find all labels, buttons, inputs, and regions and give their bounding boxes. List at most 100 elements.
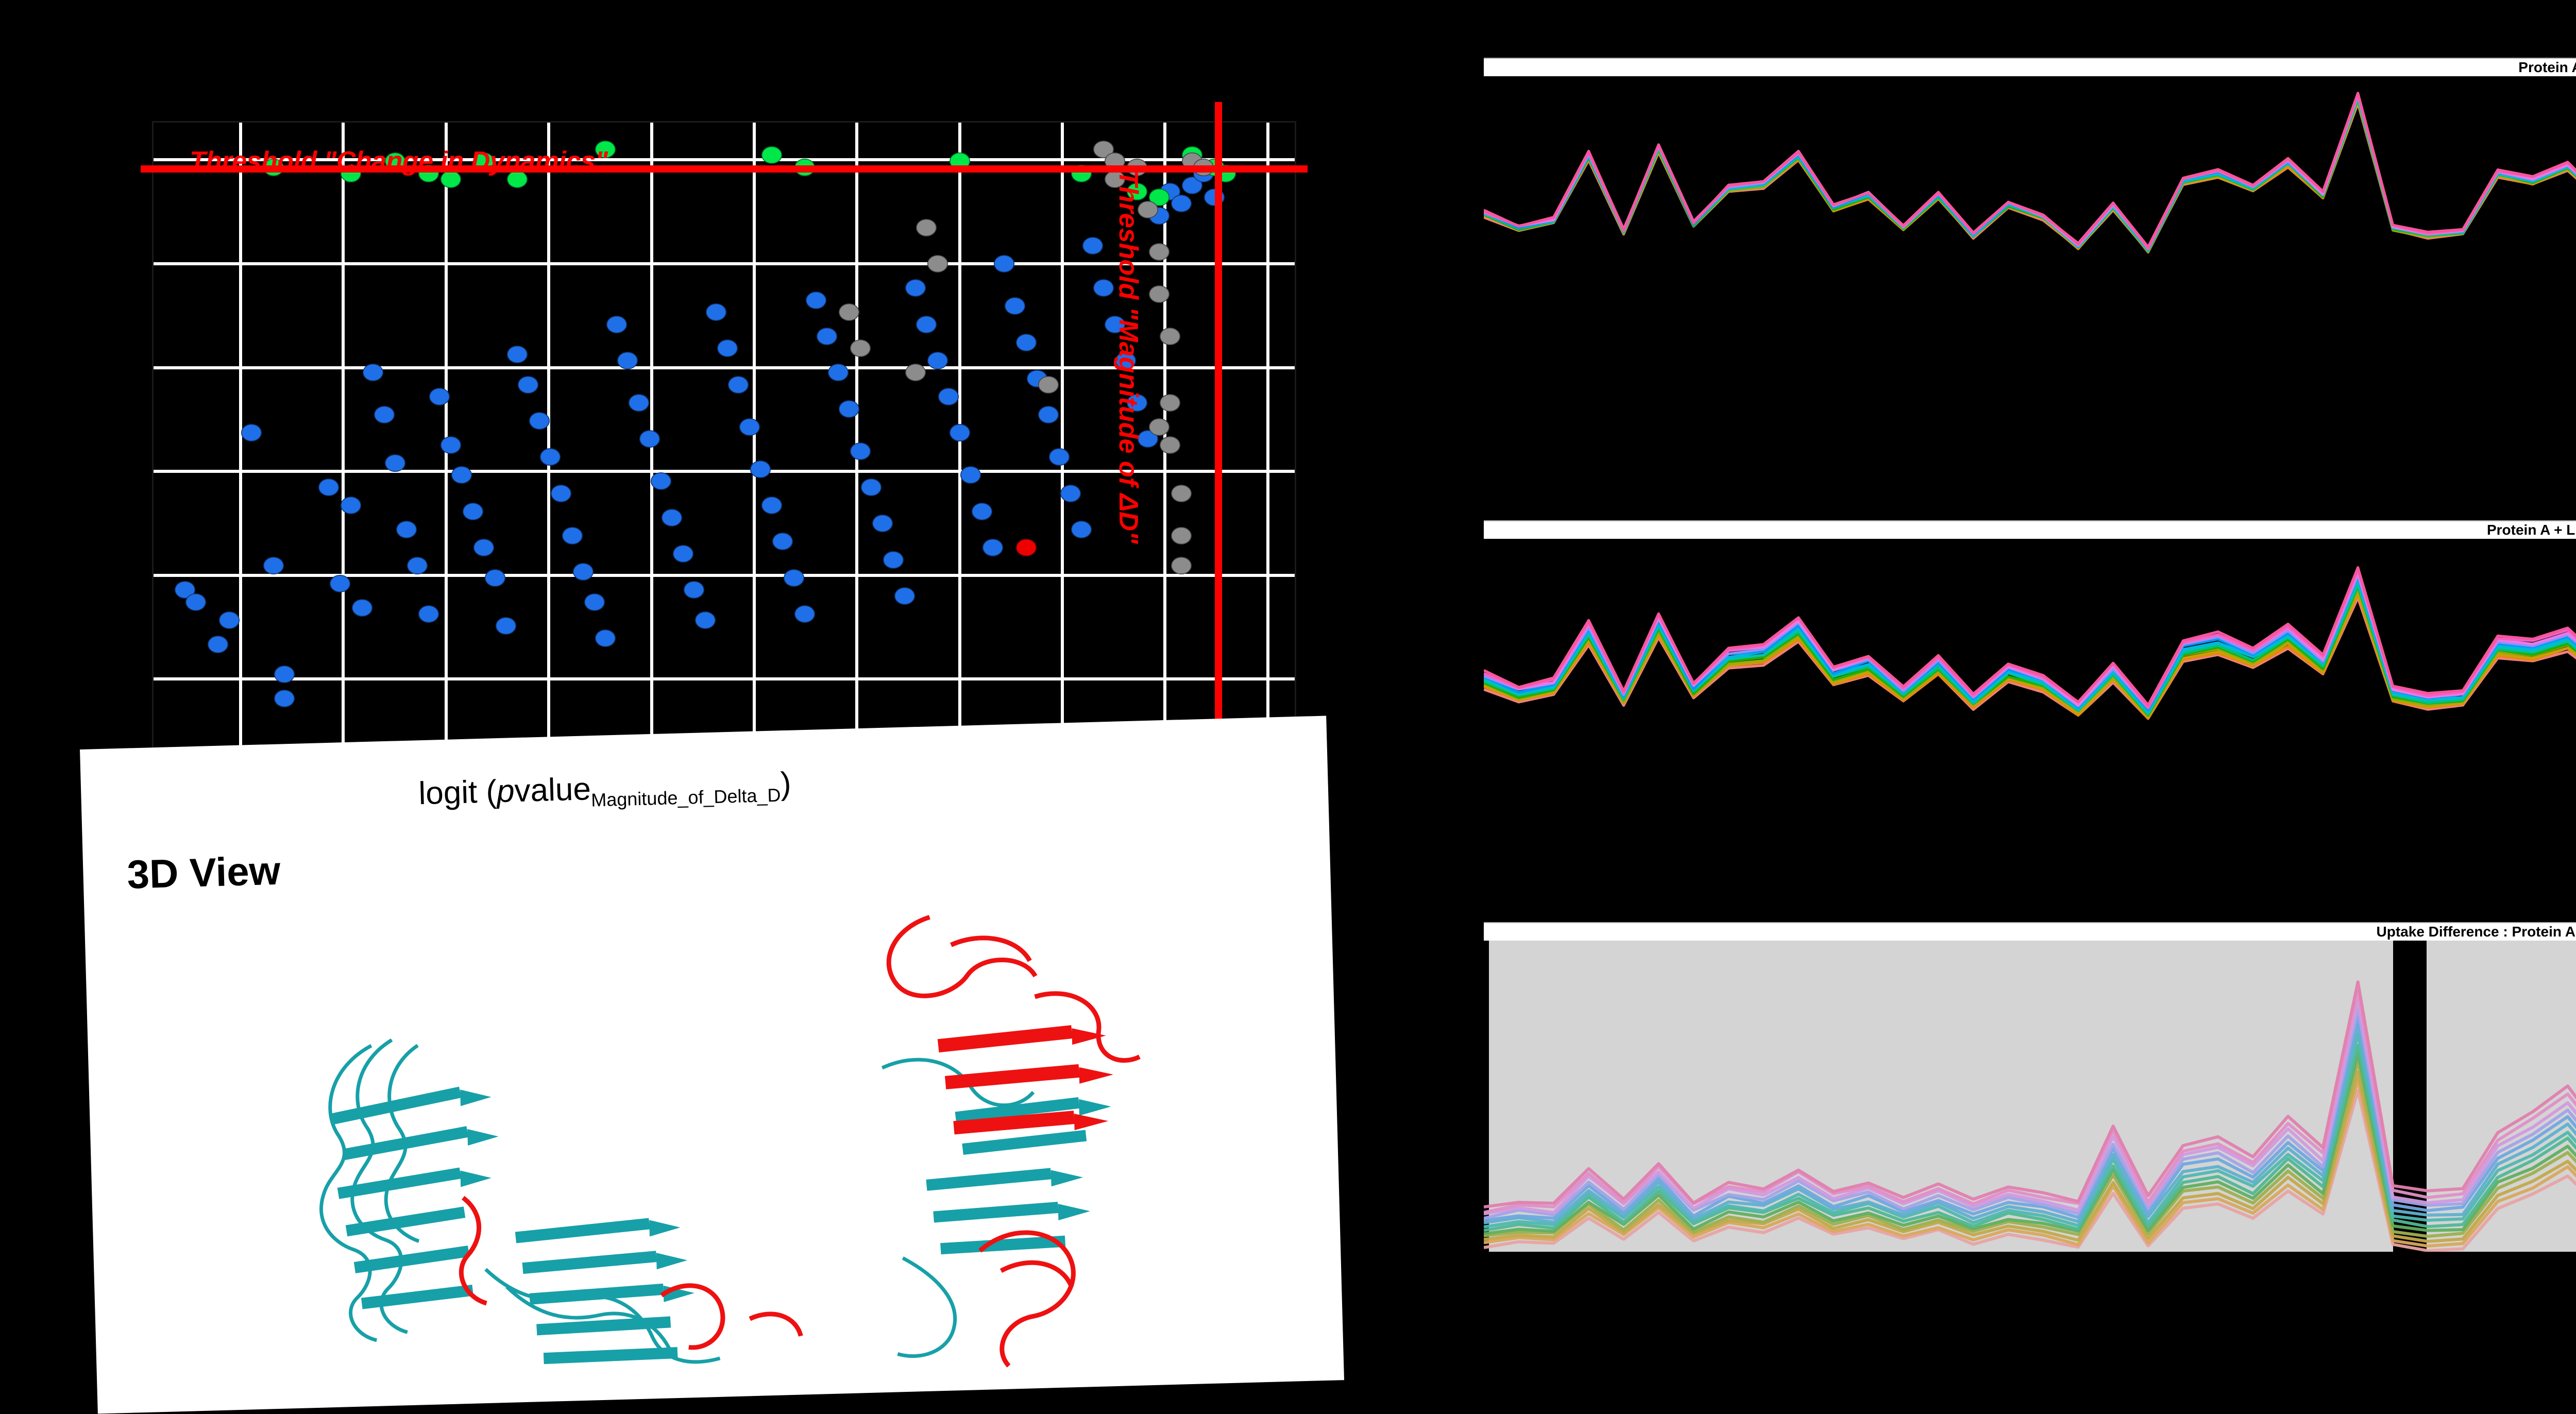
- volcano-point-blue[interactable]: [329, 575, 350, 593]
- volcano-point-blue[interactable]: [407, 557, 428, 575]
- volcano-point-blue[interactable]: [706, 303, 727, 321]
- volcano-point-blue[interactable]: [1005, 297, 1026, 315]
- volcano-point-blue[interactable]: [185, 593, 207, 611]
- volcano-point-blue[interactable]: [595, 629, 616, 647]
- volcano-point-green[interactable]: [440, 171, 461, 189]
- volcano-point-blue[interactable]: [761, 497, 782, 515]
- volcano-point-blue[interactable]: [263, 557, 284, 575]
- volcano-point-blue[interactable]: [1115, 351, 1137, 369]
- volcano-point-blue[interactable]: [473, 539, 495, 557]
- volcano-point-blue[interactable]: [496, 617, 517, 635]
- threshold-change-in-dynamics-line[interactable]: [141, 165, 1308, 173]
- volcano-point-blue[interactable]: [794, 605, 816, 623]
- volcano-point-blue[interactable]: [827, 364, 849, 382]
- volcano-point-blue[interactable]: [772, 533, 793, 551]
- volcano-point-gray[interactable]: [1038, 376, 1059, 394]
- volcano-point-blue[interactable]: [839, 400, 860, 418]
- volcano-point-gray[interactable]: [916, 219, 937, 237]
- volcano-point-blue[interactable]: [318, 478, 340, 496]
- volcano-point-blue[interactable]: [429, 388, 450, 406]
- volcano-point-blue[interactable]: [341, 497, 362, 515]
- volcano-point-blue[interactable]: [960, 466, 981, 484]
- volcano-point-blue[interactable]: [927, 351, 948, 369]
- volcano-point-green[interactable]: [1126, 182, 1147, 200]
- volcano-point-gray[interactable]: [1148, 243, 1170, 261]
- volcano-point-blue[interactable]: [208, 635, 229, 653]
- volcano-point-blue[interactable]: [551, 484, 572, 502]
- volcano-point-blue[interactable]: [351, 599, 372, 617]
- volcano-point-gray[interactable]: [1148, 285, 1170, 303]
- volcano-point-green[interactable]: [506, 171, 528, 189]
- volcano-point-blue[interactable]: [1126, 394, 1147, 412]
- volcano-point-blue[interactable]: [1038, 406, 1059, 424]
- volcano-point-gray[interactable]: [1104, 171, 1125, 189]
- volcano-point-gray[interactable]: [1171, 526, 1192, 544]
- volcano-point-blue[interactable]: [949, 424, 970, 442]
- volcano-point-blue[interactable]: [274, 666, 295, 684]
- volcano-point-blue[interactable]: [883, 551, 904, 569]
- volcano-point-blue[interactable]: [916, 315, 937, 333]
- volcano-point-blue[interactable]: [905, 279, 926, 297]
- volcano-point-blue[interactable]: [894, 587, 915, 605]
- volcano-point-blue[interactable]: [584, 593, 605, 611]
- volcano-point-red[interactable]: [1015, 539, 1037, 557]
- volcano-point-blue[interactable]: [1015, 333, 1037, 351]
- volcano-point-blue[interactable]: [872, 515, 893, 533]
- protein-ribbon-structure[interactable]: [146, 887, 1293, 1402]
- volcano-point-gray[interactable]: [927, 255, 948, 273]
- volcano-point-blue[interactable]: [374, 406, 395, 424]
- volcano-point-blue[interactable]: [650, 472, 671, 490]
- volcano-point-blue[interactable]: [1071, 520, 1092, 538]
- volcano-point-blue[interactable]: [218, 611, 240, 629]
- volcano-point-blue[interactable]: [717, 339, 738, 357]
- volcano-point-blue[interactable]: [506, 346, 528, 364]
- volcano-point-blue[interactable]: [684, 581, 705, 599]
- volcano-point-blue[interactable]: [938, 388, 959, 406]
- volcano-point-blue[interactable]: [606, 315, 627, 333]
- volcano-point-blue[interactable]: [274, 690, 295, 708]
- volcano-point-blue[interactable]: [639, 430, 660, 448]
- volcano-point-blue[interactable]: [1060, 484, 1081, 502]
- volcano-point-gray[interactable]: [1160, 394, 1181, 412]
- volcano-point-blue[interactable]: [462, 502, 483, 520]
- volcano-point-blue[interactable]: [739, 418, 760, 436]
- volcano-point-blue[interactable]: [817, 327, 838, 345]
- volcano-point-gray[interactable]: [905, 364, 926, 382]
- volcano-point-gray[interactable]: [850, 339, 871, 357]
- volcano-point-blue[interactable]: [993, 255, 1014, 273]
- volcano-point-blue[interactable]: [672, 544, 693, 563]
- volcano-point-gray[interactable]: [1138, 200, 1159, 218]
- volcano-point-blue[interactable]: [451, 466, 472, 484]
- volcano-point-blue[interactable]: [971, 502, 992, 520]
- volcano-point-gray[interactable]: [1171, 557, 1192, 575]
- volcano-point-blue[interactable]: [694, 611, 716, 629]
- volcano-point-blue[interactable]: [573, 563, 594, 581]
- volcano-point-gray[interactable]: [1160, 327, 1181, 345]
- volcano-point-gray[interactable]: [1160, 436, 1181, 454]
- volcano-point-blue[interactable]: [529, 412, 550, 430]
- volcano-point-blue[interactable]: [363, 364, 384, 382]
- volcano-point-blue[interactable]: [1171, 195, 1192, 213]
- volcano-point-gray[interactable]: [1171, 484, 1192, 502]
- threshold-magnitude-of-delta-d-line[interactable]: [1215, 102, 1222, 792]
- volcano-point-blue[interactable]: [1104, 315, 1125, 333]
- volcano-point-blue[interactable]: [562, 526, 583, 544]
- volcano-point-blue[interactable]: [982, 539, 1004, 557]
- volcano-point-blue[interactable]: [241, 424, 262, 442]
- protein-a-canvas[interactable]: [1484, 76, 2576, 279]
- volcano-point-blue[interactable]: [385, 454, 406, 472]
- volcano-point-gray[interactable]: [1148, 418, 1170, 436]
- volcano-point-blue[interactable]: [539, 448, 561, 466]
- protein-a-ligand-canvas[interactable]: [1484, 539, 2576, 742]
- volcano-point-blue[interactable]: [1082, 237, 1103, 255]
- volcano-point-blue[interactable]: [783, 569, 804, 587]
- volcano-point-blue[interactable]: [418, 605, 439, 623]
- volcano-point-green[interactable]: [595, 140, 616, 158]
- volcano-point-blue[interactable]: [617, 351, 638, 369]
- volcano-point-blue[interactable]: [440, 436, 461, 454]
- volcano-point-blue[interactable]: [850, 442, 871, 460]
- volcano-point-gray[interactable]: [839, 303, 860, 321]
- volcano-point-blue[interactable]: [728, 376, 749, 394]
- volcano-point-blue[interactable]: [628, 394, 649, 412]
- volcano-point-blue[interactable]: [1093, 279, 1114, 297]
